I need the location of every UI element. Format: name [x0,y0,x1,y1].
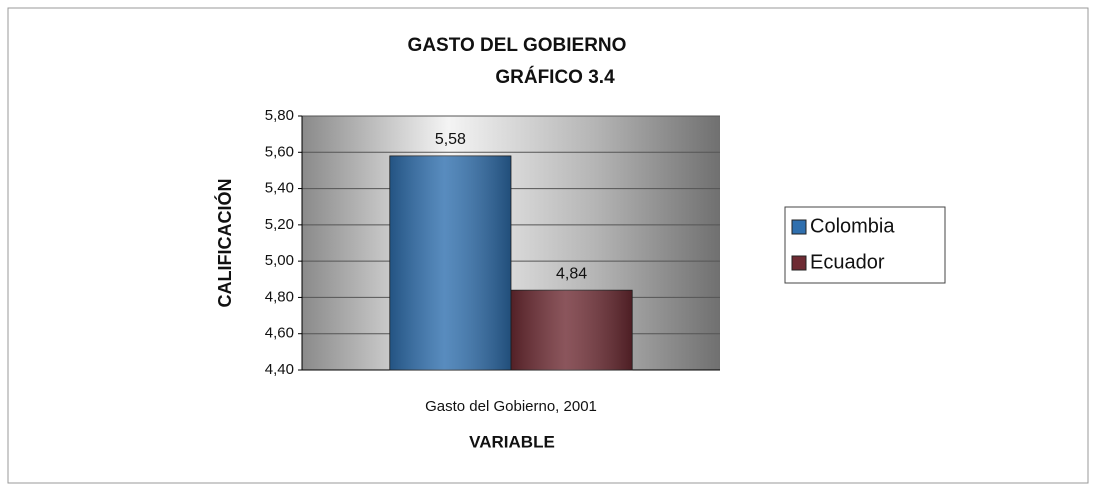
y-tick-label: 5,80 [265,107,294,124]
y-tick-label: 4,80 [265,288,294,305]
bar-shine [389,155,511,370]
data-label: 5,58 [435,131,466,148]
y-tick-label: 5,60 [265,143,294,160]
chart-title: GASTO DEL GOBIERNO [408,35,627,56]
y-tick-label: 5,20 [265,216,294,233]
legend-label: Colombia [810,215,895,237]
legend-swatch [791,255,807,271]
legend-label: Ecuador [810,251,885,273]
data-label: 4,84 [556,265,587,282]
y-tick-label: 5,40 [265,180,294,197]
y-tick-label: 4,40 [265,361,294,378]
legend-box [784,206,946,284]
x-axis-label: VARIABLE [469,432,555,451]
y-tick-label: 5,00 [265,252,294,269]
x-tick-label: Gasto del Gobierno, 2001 [425,398,597,415]
y-tick-label: 4,60 [265,325,294,342]
y-axis-label: CALIFICACIÓN [214,179,235,308]
legend-swatch [791,219,807,235]
chart-subtitle: GRÁFICO 3.4 [495,66,615,88]
bar-shine [511,290,633,370]
